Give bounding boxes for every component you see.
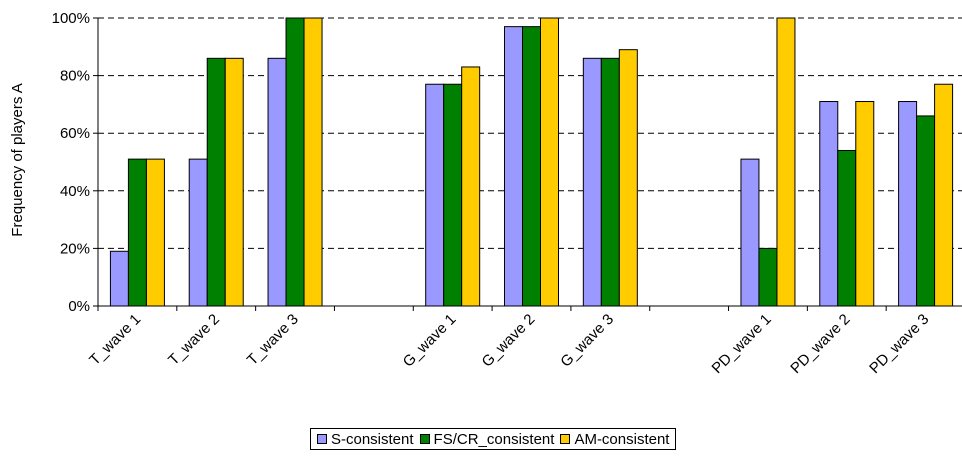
bar xyxy=(758,247,778,307)
y-tick-label: 0% xyxy=(68,298,90,315)
legend: S-consistent FS/CR_consistent AM-consist… xyxy=(310,428,677,450)
x-tick-label: G_wave 2 xyxy=(479,311,539,371)
y-tick-label: 20% xyxy=(60,240,90,257)
y-tick-label: 60% xyxy=(60,125,90,142)
bar xyxy=(540,17,559,307)
bar xyxy=(898,101,918,307)
legend-swatch xyxy=(317,434,327,444)
x-tick-label: T_wave 1 xyxy=(86,311,144,369)
bar xyxy=(206,57,226,307)
legend-swatch xyxy=(419,434,430,444)
bar xyxy=(109,250,129,307)
x-tick-label: PD_wave 2 xyxy=(787,311,853,377)
bars xyxy=(109,17,954,307)
legend-label: AM-consistent xyxy=(574,430,670,448)
y-tick-labels: 0% 20% 40% 60% 80% 100% xyxy=(52,10,90,315)
x-tick-label: PD_wave 3 xyxy=(866,311,932,377)
bar xyxy=(600,57,620,307)
x-tick-label: T_wave 2 xyxy=(165,311,223,369)
axes xyxy=(93,17,962,311)
bar xyxy=(145,158,165,307)
y-tick-label: 100% xyxy=(52,10,90,27)
legend-label: S-consistent xyxy=(331,430,414,448)
bar xyxy=(267,57,287,307)
y-axis-label: Frequency of players A xyxy=(9,83,26,236)
bar xyxy=(934,83,954,307)
legend-item-am-consistent: AM-consistent xyxy=(560,431,669,448)
bar xyxy=(504,26,523,307)
x-tick-label: G_wave 3 xyxy=(557,311,617,371)
legend-swatch xyxy=(560,434,571,444)
bar xyxy=(916,115,936,307)
legend-item-s-consistent: S-consistent xyxy=(317,431,414,448)
bar xyxy=(819,101,839,307)
bar xyxy=(837,149,857,307)
bar xyxy=(188,158,208,307)
x-tick-label: PD_wave 1 xyxy=(709,311,775,377)
bar xyxy=(776,17,796,307)
x-tick-label: T_wave 3 xyxy=(244,311,302,369)
bar xyxy=(127,158,147,307)
x-tick-labels: T_wave 1 T_wave 2 T_wave 3 G_wave 1 G_wave 2… xyxy=(86,311,932,377)
bar xyxy=(425,83,445,307)
x-tick-label: G_wave 1 xyxy=(400,311,460,371)
bar xyxy=(224,57,244,307)
legend-label: FS/CR_consistent xyxy=(433,430,555,448)
bar xyxy=(303,17,323,307)
bar xyxy=(582,57,602,307)
y-tick-label: 80% xyxy=(60,68,90,85)
bar xyxy=(443,83,463,307)
bar xyxy=(461,66,481,307)
bar xyxy=(740,158,760,307)
bar xyxy=(618,49,638,307)
bar xyxy=(855,101,875,307)
bar xyxy=(285,17,305,307)
y-tick-label: 40% xyxy=(60,183,90,200)
bar xyxy=(522,26,541,307)
legend-item-fs-cr-consistent: FS/CR_consistent xyxy=(419,430,555,448)
